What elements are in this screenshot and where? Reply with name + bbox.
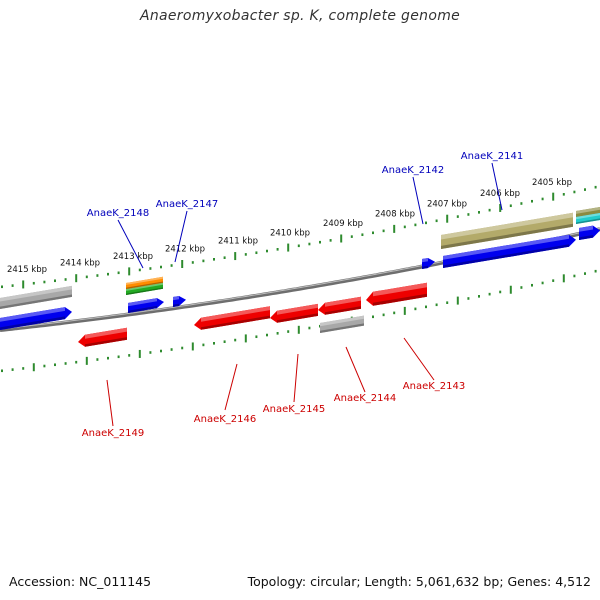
gene-anaek-2144-red[interactable] [318, 296, 361, 315]
length-label: Length: [364, 574, 412, 589]
scale-label-2409: 2409 kbp [323, 219, 363, 229]
gene-label: AnaeK_2144 [334, 393, 396, 404]
scale-label-2410: 2410 kbp [270, 228, 310, 238]
scale-label-2411: 2411 kbp [218, 237, 258, 247]
genes-value: 4,512 [555, 574, 591, 589]
gene-label: AnaeK_2149 [82, 428, 144, 439]
accession-label: Accession: [9, 574, 76, 589]
topology-label: Topology: [247, 574, 307, 589]
gene-label: AnaeK_2147 [156, 199, 218, 210]
length-value: 5,061,632 bp [415, 574, 500, 589]
callout-anaek-2146[interactable]: AnaeK_2146 [194, 363, 256, 425]
gene-anaek-2148[interactable] [128, 298, 164, 313]
gene-anaek-2145[interactable] [270, 303, 318, 323]
accession-info: Accession: NC_011145 [9, 574, 151, 589]
gene-small-forward[interactable] [422, 258, 435, 269]
gene-anaek-2144[interactable] [320, 315, 364, 333]
map-title: Anaeromyxobacter sp. K, complete genome [139, 8, 461, 24]
callout-anaek-2143[interactable]: AnaeK_2143 [403, 337, 465, 392]
gene-label: AnaeK_2146 [194, 414, 256, 425]
genome-summary: Topology: circular; Length: 5,061,632 bp… [247, 574, 591, 589]
gene-callouts: AnaeK_2141 AnaeK_2142 AnaeK_2147 AnaeK_2148… [82, 151, 523, 439]
scale-label-2415: 2415 kbp [7, 265, 47, 275]
callout-anaek-2144[interactable]: AnaeK_2144 [334, 346, 396, 404]
scale-label-2408: 2408 kbp [375, 210, 415, 220]
callout-anaek-2149[interactable]: AnaeK_2149 [82, 379, 144, 439]
scale-label-2405: 2405 kbp [532, 178, 572, 188]
scale-label-2412: 2412 kbp [165, 245, 205, 255]
gene-label: AnaeK_2141 [461, 151, 523, 162]
gene-forward-left[interactable] [0, 307, 72, 330]
scale-ruler-top [1, 185, 597, 289]
gene-anaek-2147[interactable] [173, 296, 186, 307]
callout-anaek-2148[interactable]: AnaeK_2148 [87, 208, 149, 269]
gene-anaek-2141-olive[interactable] [441, 212, 573, 249]
scale-label-2406: 2406 kbp [480, 189, 520, 199]
gene-cyan-right[interactable] [576, 213, 600, 224]
scale-label-2407: 2407 kbp [427, 200, 467, 210]
gene-anaek-2146[interactable] [194, 306, 270, 330]
gene-forward-right[interactable] [579, 225, 600, 240]
callout-anaek-2141[interactable]: AnaeK_2141 [461, 151, 523, 211]
callout-anaek-2142[interactable]: AnaeK_2142 [382, 165, 444, 225]
topology-value: circular [310, 574, 357, 589]
callout-anaek-2145[interactable]: AnaeK_2145 [263, 353, 325, 415]
gene-label: AnaeK_2148 [87, 208, 149, 219]
genes-label: Genes: [507, 574, 552, 589]
gene-label: AnaeK_2145 [263, 404, 325, 415]
gene-anaek-2142[interactable] [443, 234, 576, 268]
gene-green-2148[interactable] [126, 282, 163, 295]
callout-anaek-2147[interactable]: AnaeK_2147 [156, 199, 218, 263]
gene-features [0, 207, 600, 347]
gene-label: AnaeK_2143 [403, 381, 465, 392]
scale-labels: 2405 kbp 2406 kbp 2407 kbp 2408 kbp 2409 kbp… [7, 178, 572, 275]
gene-orange-2148[interactable] [126, 276, 163, 289]
scale-label-2414: 2414 kbp [60, 259, 100, 269]
gene-label: AnaeK_2142 [382, 165, 444, 176]
accession-value: NC_011145 [79, 574, 152, 589]
scale-label-2413: 2413 kbp [113, 252, 153, 262]
gene-pseudo-left[interactable] [0, 285, 72, 309]
gene-anaek-2149[interactable] [78, 327, 127, 347]
gene-anaek-2143[interactable] [366, 282, 427, 306]
